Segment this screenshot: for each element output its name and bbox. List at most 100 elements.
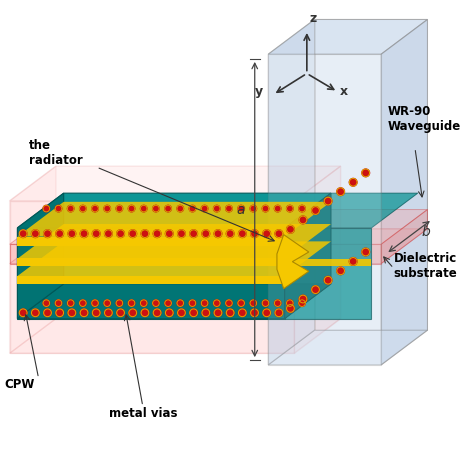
Circle shape xyxy=(275,309,283,317)
Circle shape xyxy=(128,205,135,212)
Circle shape xyxy=(226,230,234,238)
Polygon shape xyxy=(18,193,331,228)
Circle shape xyxy=(349,178,357,186)
Polygon shape xyxy=(9,166,56,353)
Text: CPW: CPW xyxy=(5,378,35,391)
Circle shape xyxy=(56,230,64,238)
Polygon shape xyxy=(18,228,285,319)
Text: metal vias: metal vias xyxy=(109,407,177,420)
Polygon shape xyxy=(9,166,341,201)
Polygon shape xyxy=(268,330,428,365)
Circle shape xyxy=(19,230,27,238)
Circle shape xyxy=(262,300,269,306)
Polygon shape xyxy=(9,229,428,264)
Polygon shape xyxy=(18,237,285,246)
Circle shape xyxy=(104,205,110,212)
Circle shape xyxy=(153,230,161,238)
Circle shape xyxy=(80,205,86,212)
Circle shape xyxy=(116,300,123,306)
Polygon shape xyxy=(268,19,428,54)
Circle shape xyxy=(140,300,147,306)
Circle shape xyxy=(177,300,183,306)
Polygon shape xyxy=(9,244,381,264)
Circle shape xyxy=(213,205,220,212)
Text: WR-90
Waveguide: WR-90 Waveguide xyxy=(388,105,461,133)
Circle shape xyxy=(238,205,245,212)
Polygon shape xyxy=(315,19,428,330)
Circle shape xyxy=(214,230,222,238)
Polygon shape xyxy=(381,210,428,264)
Circle shape xyxy=(251,230,258,238)
Circle shape xyxy=(202,230,210,238)
Polygon shape xyxy=(381,19,428,365)
Circle shape xyxy=(128,300,135,306)
Circle shape xyxy=(214,309,222,317)
Circle shape xyxy=(165,309,173,317)
Polygon shape xyxy=(9,201,294,353)
Circle shape xyxy=(140,205,147,212)
Circle shape xyxy=(190,230,198,238)
Circle shape xyxy=(31,230,39,238)
Polygon shape xyxy=(18,284,331,319)
Circle shape xyxy=(226,300,232,306)
Polygon shape xyxy=(18,224,331,259)
Polygon shape xyxy=(9,210,428,244)
Circle shape xyxy=(55,205,62,212)
Circle shape xyxy=(55,300,62,306)
Circle shape xyxy=(129,309,137,317)
Circle shape xyxy=(337,267,345,275)
Circle shape xyxy=(238,230,246,238)
Circle shape xyxy=(178,309,185,317)
Polygon shape xyxy=(294,166,341,353)
Circle shape xyxy=(250,300,256,306)
Polygon shape xyxy=(18,276,285,284)
Circle shape xyxy=(165,230,173,238)
Polygon shape xyxy=(268,54,381,365)
Circle shape xyxy=(263,230,271,238)
Circle shape xyxy=(362,248,370,256)
Circle shape xyxy=(299,216,307,224)
Circle shape xyxy=(312,207,319,214)
Circle shape xyxy=(337,188,345,196)
Circle shape xyxy=(213,300,220,306)
Circle shape xyxy=(287,300,293,306)
Circle shape xyxy=(165,300,172,306)
Circle shape xyxy=(141,230,149,238)
Circle shape xyxy=(238,309,246,317)
Circle shape xyxy=(19,309,27,317)
Circle shape xyxy=(190,309,198,317)
Circle shape xyxy=(262,205,269,212)
Polygon shape xyxy=(285,193,418,228)
Circle shape xyxy=(349,258,357,265)
Circle shape xyxy=(92,309,100,317)
Circle shape xyxy=(201,205,208,212)
Circle shape xyxy=(117,309,125,317)
Circle shape xyxy=(324,197,332,205)
Circle shape xyxy=(44,230,51,238)
Circle shape xyxy=(80,300,86,306)
Circle shape xyxy=(177,205,183,212)
Text: x: x xyxy=(340,85,348,98)
Circle shape xyxy=(226,309,234,317)
Circle shape xyxy=(92,205,98,212)
Circle shape xyxy=(274,300,281,306)
Circle shape xyxy=(141,309,149,317)
Polygon shape xyxy=(18,193,64,319)
Circle shape xyxy=(80,309,88,317)
Circle shape xyxy=(104,300,110,306)
Text: y: y xyxy=(255,85,264,98)
Polygon shape xyxy=(285,228,372,319)
Circle shape xyxy=(324,277,332,284)
Circle shape xyxy=(116,205,123,212)
Circle shape xyxy=(250,205,256,212)
Circle shape xyxy=(299,205,305,212)
Circle shape xyxy=(201,300,208,306)
Text: Dielectric
substrate: Dielectric substrate xyxy=(394,252,457,281)
Polygon shape xyxy=(18,242,331,276)
Circle shape xyxy=(287,205,293,212)
Circle shape xyxy=(299,300,305,306)
Circle shape xyxy=(105,309,112,317)
Circle shape xyxy=(362,169,370,177)
Circle shape xyxy=(263,309,271,317)
Circle shape xyxy=(117,230,125,238)
